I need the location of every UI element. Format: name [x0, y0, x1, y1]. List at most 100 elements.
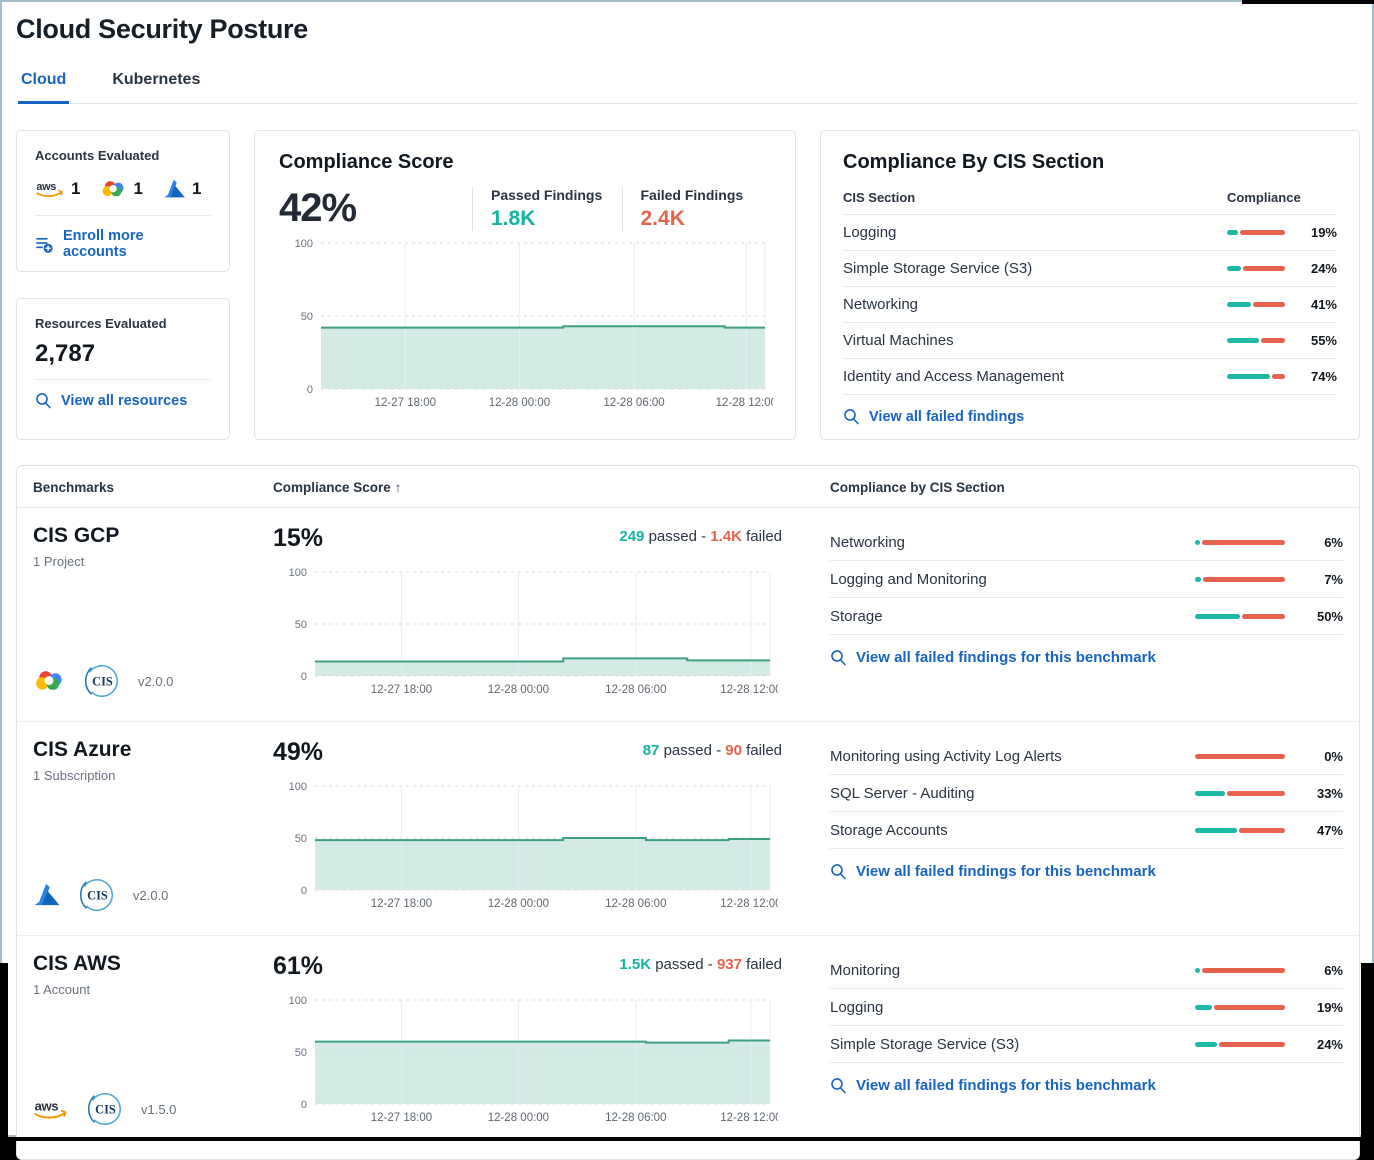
cis-section-card-title: Compliance By CIS Section — [843, 151, 1105, 173]
resources-evaluated-card: Resources Evaluated 2,787 View all resou… — [16, 298, 230, 440]
gcp-icon — [100, 179, 127, 200]
svg-text:CIS: CIS — [95, 1102, 116, 1116]
tab-cloud[interactable]: Cloud — [18, 71, 70, 104]
passed-failed-summary: 87 passed - 90 failed — [642, 742, 782, 759]
search-icon — [35, 392, 52, 409]
cis-section-table-header: CIS Section Compliance — [843, 190, 1337, 214]
screenshot-artifact-right — [1361, 963, 1374, 1141]
compliance-percent: 33% — [1316, 785, 1343, 801]
compliance-bar-failed — [1202, 967, 1285, 973]
view-failed-findings-benchmark-link[interactable]: View all failed findings for this benchm… — [830, 649, 1343, 666]
svg-text:0: 0 — [301, 885, 307, 897]
compliance-bar-failed — [1272, 374, 1285, 379]
azure-icon — [163, 179, 186, 199]
view-all-resources-label: View all resources — [61, 392, 188, 409]
cis-section-label: Simple Storage Service (S3) — [843, 260, 1033, 277]
compliance-bar-passed — [1195, 790, 1225, 796]
view-all-failed-findings-link[interactable]: View all failed findings — [843, 408, 1337, 425]
compliance-percent: 0% — [1324, 748, 1343, 764]
svg-text:12-27 18:00: 12-27 18:00 — [375, 397, 436, 409]
summary-cards-row: Accounts Evaluated aws 1 1 1 Enroll more ac… — [16, 130, 1360, 440]
svg-text:12-28 00:00: 12-28 00:00 — [489, 397, 550, 409]
benchmark-info-cell: CIS AWS 1 Account aws CIS v1.5.0 — [33, 952, 273, 1133]
svg-text:12-28 06:00: 12-28 06:00 — [605, 1112, 666, 1124]
passed-findings-block: Passed Findings 1.8K — [472, 186, 622, 231]
view-all-resources-link[interactable]: View all resources — [35, 392, 211, 409]
cis-section-row: Logging 19% — [843, 214, 1337, 250]
compliance-bar-passed — [1195, 539, 1200, 545]
cis-section-row: Monitoring using Activity Log Alerts 0% — [830, 738, 1343, 775]
compliance-bar — [1195, 790, 1285, 796]
compliance-percent: 41% — [1310, 297, 1337, 312]
svg-text:aws: aws — [36, 181, 56, 193]
failed-count: 90 — [725, 742, 742, 759]
benchmark-score: 49% — [273, 738, 324, 766]
cis-section-label: Storage — [830, 607, 883, 625]
compliance-score-column-label: Compliance Score — [273, 480, 391, 495]
benchmark-score: 15% — [273, 524, 324, 552]
compliance-bar-failed — [1214, 1004, 1285, 1010]
cis-logo-icon: CIS — [77, 875, 117, 915]
benchmark-info-cell: CIS GCP 1 Project CIS v2.0.0 — [33, 524, 273, 705]
benchmark-scope: 1 Project — [33, 554, 85, 569]
aws-icon: aws — [33, 1098, 69, 1121]
enroll-more-accounts-label: Enroll more accounts — [63, 228, 144, 260]
compliance-score-sort-header[interactable]: Compliance Score ↑ — [273, 480, 788, 495]
cis-section-label: Simple Storage Service (S3) — [830, 1035, 1020, 1053]
benchmark-version: v2.0.0 — [133, 887, 169, 903]
page-header: Cloud Security Posture Cloud Kubernetes — [2, 2, 1372, 104]
compliance-score-chart: 0 50 100 12-27 18:00 12-28 00:00 12-28 06:00 1… — [279, 237, 777, 418]
compliance-by-cis-section-column-header: Compliance by CIS Section — [830, 480, 1005, 495]
svg-text:12-28 12:00: 12-28 12:00 — [716, 397, 773, 409]
sort-ascending-icon: ↑ — [394, 480, 402, 495]
failed-findings-block: Failed Findings 2.4K — [621, 186, 772, 231]
overall-compliance-score: 42% — [279, 186, 357, 230]
svg-text:12-28 06:00: 12-28 06:00 — [603, 397, 664, 409]
compliance-bar — [1227, 302, 1285, 307]
compliance-percent: 6% — [1324, 534, 1343, 550]
cis-section-label: Identity and Access Management — [843, 368, 1064, 385]
compliance-bar-failed — [1240, 230, 1285, 235]
compliance-percent: 24% — [1310, 261, 1337, 276]
cis-section-row: SQL Server - Auditing 33% — [830, 775, 1343, 812]
passed-findings-label: Passed Findings — [491, 186, 603, 203]
compliance-percent: 50% — [1316, 608, 1343, 624]
compliance-column-header: Compliance — [1227, 190, 1301, 205]
compliance-score-card: Compliance Score 42% Passed Findings 1.8… — [254, 130, 796, 440]
compliance-bar — [1195, 1004, 1285, 1010]
failed-count: 937 — [716, 956, 742, 973]
svg-text:12-28 00:00: 12-28 00:00 — [488, 684, 549, 696]
compliance-bar-passed — [1227, 230, 1238, 235]
benchmark-sections-cell: Monitoring 6% Logging 19% Simple Storage… — [788, 952, 1343, 1133]
cis-section-row: Storage 50% — [830, 598, 1343, 635]
passed-count: 1.5K — [619, 956, 652, 973]
view-failed-findings-benchmark-link[interactable]: View all failed findings for this benchm… — [830, 863, 1343, 880]
compliance-bar-failed — [1195, 753, 1285, 759]
svg-text:aws: aws — [35, 1098, 59, 1113]
svg-text:50: 50 — [295, 1047, 307, 1059]
benchmark-logos: aws CIS v1.5.0 — [33, 1089, 273, 1133]
provider-account-count: 1 — [191, 179, 202, 198]
benchmarks-column-header: Benchmarks — [33, 480, 115, 495]
svg-text:12-27 18:00: 12-27 18:00 — [371, 898, 432, 910]
svg-text:50: 50 — [301, 311, 313, 323]
svg-text:0: 0 — [301, 1099, 307, 1111]
svg-text:12-28 06:00: 12-28 06:00 — [605, 898, 666, 910]
svg-text:CIS: CIS — [87, 888, 108, 902]
enroll-more-accounts-link[interactable]: Enroll more accounts — [35, 228, 211, 260]
svg-text:0: 0 — [301, 671, 307, 683]
compliance-bar — [1227, 266, 1285, 271]
page-title: Cloud Security Posture — [16, 14, 308, 44]
compliance-bar-failed — [1242, 613, 1285, 619]
tab-kubernetes[interactable]: Kubernetes — [112, 71, 201, 88]
svg-text:12-28 06:00: 12-28 06:00 — [605, 684, 666, 696]
compliance-percent: 55% — [1310, 333, 1337, 348]
benchmark-name: CIS AWS — [33, 952, 121, 975]
cis-section-row: Virtual Machines 55% — [843, 322, 1337, 358]
benchmark-score-cell: 49% 87 passed - 90 failed 0 50 100 12-27 18… — [273, 738, 788, 919]
view-failed-findings-benchmark-link[interactable]: View all failed findings for this benchm… — [830, 1077, 1343, 1094]
svg-text:100: 100 — [289, 995, 307, 1007]
compliance-bar-passed — [1227, 302, 1251, 307]
aws-account: aws 1 — [35, 179, 80, 199]
passed-count: 249 — [619, 528, 645, 545]
